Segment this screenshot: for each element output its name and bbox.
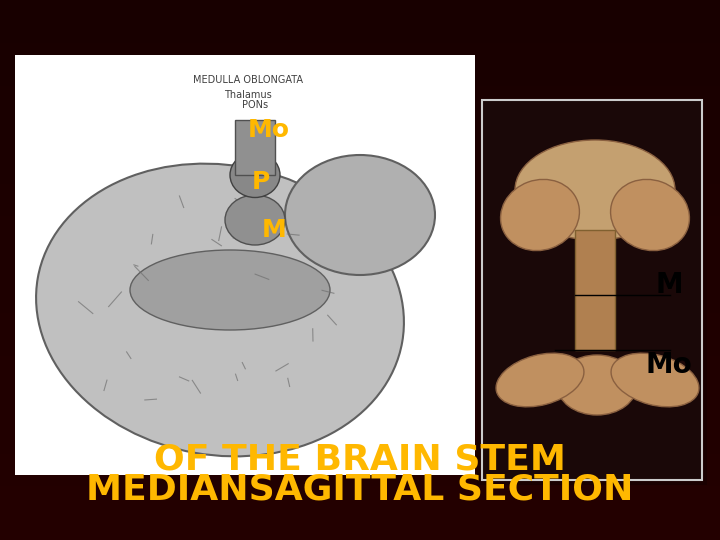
Bar [0, 140, 720, 151]
Bar [0, 97, 720, 108]
Text: P: P [252, 170, 270, 194]
Bar [0, 173, 720, 184]
Bar [0, 259, 720, 270]
Ellipse shape [225, 195, 285, 245]
Text: Mo: Mo [248, 118, 290, 142]
Bar [575, 230, 615, 350]
Bar [0, 248, 720, 259]
Bar [0, 324, 720, 335]
Bar [0, 119, 720, 130]
Text: Mo: Mo [645, 351, 692, 379]
Bar [0, 313, 720, 324]
Ellipse shape [496, 353, 584, 407]
Bar [0, 410, 720, 421]
Bar [0, 65, 720, 76]
Ellipse shape [230, 152, 280, 198]
Bar [0, 400, 720, 410]
Bar [0, 378, 720, 389]
Bar [0, 194, 720, 205]
Bar [0, 238, 720, 248]
Ellipse shape [500, 179, 580, 251]
Bar [0, 227, 720, 238]
Bar [0, 205, 720, 216]
Bar [0, 216, 720, 227]
Bar [0, 421, 720, 432]
Bar [0, 162, 720, 173]
Bar [0, 529, 720, 540]
Bar [0, 389, 720, 400]
Bar [0, 443, 720, 454]
Text: PONs: PONs [242, 100, 268, 110]
Bar [0, 184, 720, 194]
Ellipse shape [285, 155, 435, 275]
Bar [0, 86, 720, 97]
Ellipse shape [611, 353, 699, 407]
Ellipse shape [557, 355, 637, 415]
Bar [0, 292, 720, 302]
Bar [482, 100, 702, 480]
Bar [235, 120, 275, 175]
Bar [0, 356, 720, 367]
Bar [0, 22, 720, 32]
Bar [0, 108, 720, 119]
Ellipse shape [36, 164, 404, 456]
Bar [15, 55, 475, 475]
Text: MEDULLA OBLONGATA: MEDULLA OBLONGATA [193, 75, 303, 85]
Bar [0, 54, 720, 65]
Bar [0, 464, 720, 475]
Bar [0, 151, 720, 162]
Bar [0, 475, 720, 486]
Bar [0, 281, 720, 292]
Ellipse shape [515, 140, 675, 240]
Bar [0, 43, 720, 54]
Bar [0, 432, 720, 443]
Bar [0, 367, 720, 378]
Bar [0, 346, 720, 356]
Bar [0, 518, 720, 529]
Bar [0, 302, 720, 313]
Text: M: M [262, 218, 287, 242]
Text: OF THE BRAIN STEM: OF THE BRAIN STEM [154, 443, 566, 477]
Text: Thalamus: Thalamus [224, 90, 272, 100]
Bar [0, 11, 720, 22]
Bar [0, 270, 720, 281]
Bar [0, 454, 720, 464]
Bar [0, 335, 720, 346]
Bar [0, 486, 720, 497]
Bar [0, 0, 720, 11]
Bar [0, 76, 720, 86]
Bar [0, 32, 720, 43]
Text: MEDIANSAGITTAL SECTION: MEDIANSAGITTAL SECTION [86, 473, 634, 507]
Ellipse shape [130, 250, 330, 330]
Bar [0, 130, 720, 140]
Bar [0, 497, 720, 508]
Text: M: M [655, 271, 683, 299]
Bar [477, 95, 707, 485]
Bar [0, 508, 720, 518]
Ellipse shape [611, 179, 690, 251]
